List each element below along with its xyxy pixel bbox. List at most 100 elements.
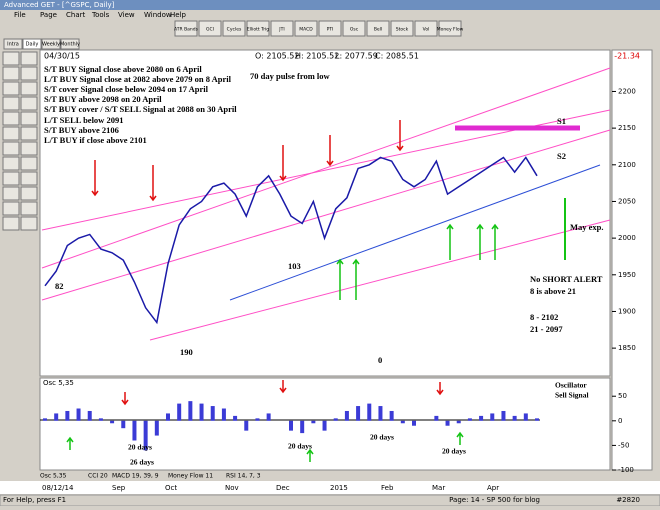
price-axis — [611, 49, 653, 471]
buy-arrows — [66, 223, 499, 462]
osc-bar — [143, 420, 148, 451]
y-tick-label: 1850 — [618, 344, 636, 352]
tab[interactable] — [3, 38, 23, 50]
tab[interactable] — [22, 38, 42, 50]
side-tool-button[interactable] — [2, 186, 20, 201]
side-tool-button[interactable] — [20, 66, 38, 81]
osc-bar — [356, 406, 361, 421]
side-tool-button[interactable] — [2, 171, 20, 186]
toolbar-button[interactable] — [342, 20, 366, 37]
toolbar-button[interactable] — [270, 20, 294, 37]
indicator-tab[interactable]: Osc 5,35 — [40, 473, 67, 480]
side-tool-button[interactable] — [2, 51, 20, 66]
side-tool-button[interactable] — [2, 111, 20, 126]
side-tool-button[interactable] — [20, 51, 38, 66]
side-tool-button[interactable] — [2, 66, 20, 81]
side-tool-button[interactable] — [20, 171, 38, 186]
annotation: 8 - 2102 — [530, 312, 558, 322]
side-tool-button[interactable] — [2, 141, 20, 156]
tab-label: Daily — [26, 42, 39, 48]
toolbar-button[interactable] — [246, 20, 270, 37]
menu-item[interactable]: Page — [40, 11, 57, 19]
menu-item[interactable]: Window — [144, 11, 172, 19]
toolbar-label: JTI — [278, 27, 284, 33]
y-tick-label: 2150 — [618, 124, 636, 132]
osc-bar — [523, 413, 528, 421]
time-axis — [0, 481, 660, 494]
indicator-tab[interactable]: RSI 14, 7, 3 — [226, 473, 261, 480]
menu-item[interactable]: Chart — [66, 11, 85, 19]
osc-bar — [210, 406, 215, 421]
osc-bar — [367, 403, 372, 421]
x-label: Nov — [225, 484, 239, 492]
osc-tick-label: -100 — [618, 466, 634, 474]
side-tool-button[interactable] — [2, 126, 20, 141]
osc-annotation: 20 days — [128, 443, 152, 452]
indicator-tab[interactable]: CCI 20 — [88, 473, 108, 480]
chart-date: 04/30/15 — [44, 52, 80, 61]
osc-bar — [400, 420, 405, 424]
toolbar-button[interactable] — [438, 20, 462, 37]
osc-bar — [76, 408, 81, 421]
x-label: 08/12/14 — [42, 484, 74, 492]
osc-bar — [188, 401, 193, 421]
menu-item[interactable]: Help — [170, 11, 187, 19]
y-tick-label: 1950 — [618, 271, 636, 279]
osc-bar — [110, 420, 115, 424]
indicator-tab[interactable]: MACD 19, 39, 9 — [112, 473, 159, 480]
toolbar-label: Vol — [423, 27, 430, 33]
window-title: Advanced GET - [^GSPC, Daily] — [4, 1, 115, 9]
toolbar-button[interactable] — [318, 20, 342, 37]
side-tool-button[interactable] — [20, 96, 38, 111]
annotation: S1 — [557, 116, 566, 126]
side-tool-button[interactable] — [2, 81, 20, 96]
toolbar-label: Cycles — [227, 27, 242, 33]
side-tool-button[interactable] — [20, 141, 38, 156]
side-tool-button[interactable] — [20, 216, 38, 231]
tab-label: Monthly — [60, 42, 80, 48]
side-tool-button[interactable] — [2, 156, 20, 171]
toolbar-button[interactable] — [198, 20, 222, 37]
osc-bar — [166, 413, 170, 421]
indicator-tab[interactable]: Money Flow 11 — [168, 473, 213, 480]
toolbar-button[interactable] — [390, 20, 414, 37]
side-tool-button[interactable] — [20, 111, 38, 126]
toolbar-button[interactable] — [414, 20, 438, 37]
osc-bar — [389, 410, 394, 421]
x-label: Feb — [381, 484, 394, 492]
osc-bar — [199, 403, 204, 421]
osc-bar — [333, 418, 338, 421]
ohlc: C: 2085.51 — [375, 52, 419, 61]
toolbar-button[interactable] — [294, 20, 318, 37]
osc-bar — [512, 415, 517, 421]
osc-bar — [434, 415, 439, 421]
ohlc: L: 2077.59 — [335, 52, 378, 61]
toolbar-button[interactable] — [222, 20, 246, 37]
y-tick-label: 2100 — [618, 161, 636, 169]
osc-annotation: Oscillator — [555, 381, 587, 390]
tab[interactable] — [41, 38, 61, 50]
side-tool-button[interactable] — [20, 81, 38, 96]
toolbar-button[interactable] — [174, 20, 198, 37]
annotation: S/T cover Signal close below 2094 on 17 … — [44, 84, 209, 94]
side-tool-button[interactable] — [2, 96, 20, 111]
osc-bar — [467, 418, 472, 421]
menu-item[interactable]: File — [14, 11, 26, 19]
ohlc: H: 2105.52 — [295, 52, 339, 61]
menu-item[interactable]: Tools — [91, 11, 110, 19]
toolbar-button[interactable] — [366, 20, 390, 37]
side-tool-button[interactable] — [20, 201, 38, 216]
side-tool-button[interactable] — [20, 126, 38, 141]
menu-item[interactable]: View — [118, 11, 135, 19]
annotation: 8 is above 21 — [530, 286, 576, 296]
osc-bar — [322, 420, 327, 431]
osc-annotation: 20 days — [370, 433, 394, 442]
tab[interactable] — [60, 38, 80, 50]
side-tool-button[interactable] — [2, 216, 20, 231]
side-tool-button[interactable] — [2, 201, 20, 216]
side-tool-button[interactable] — [20, 186, 38, 201]
side-tool-button[interactable] — [20, 156, 38, 171]
sell-arrows — [91, 120, 444, 406]
osc-bar — [412, 420, 416, 426]
